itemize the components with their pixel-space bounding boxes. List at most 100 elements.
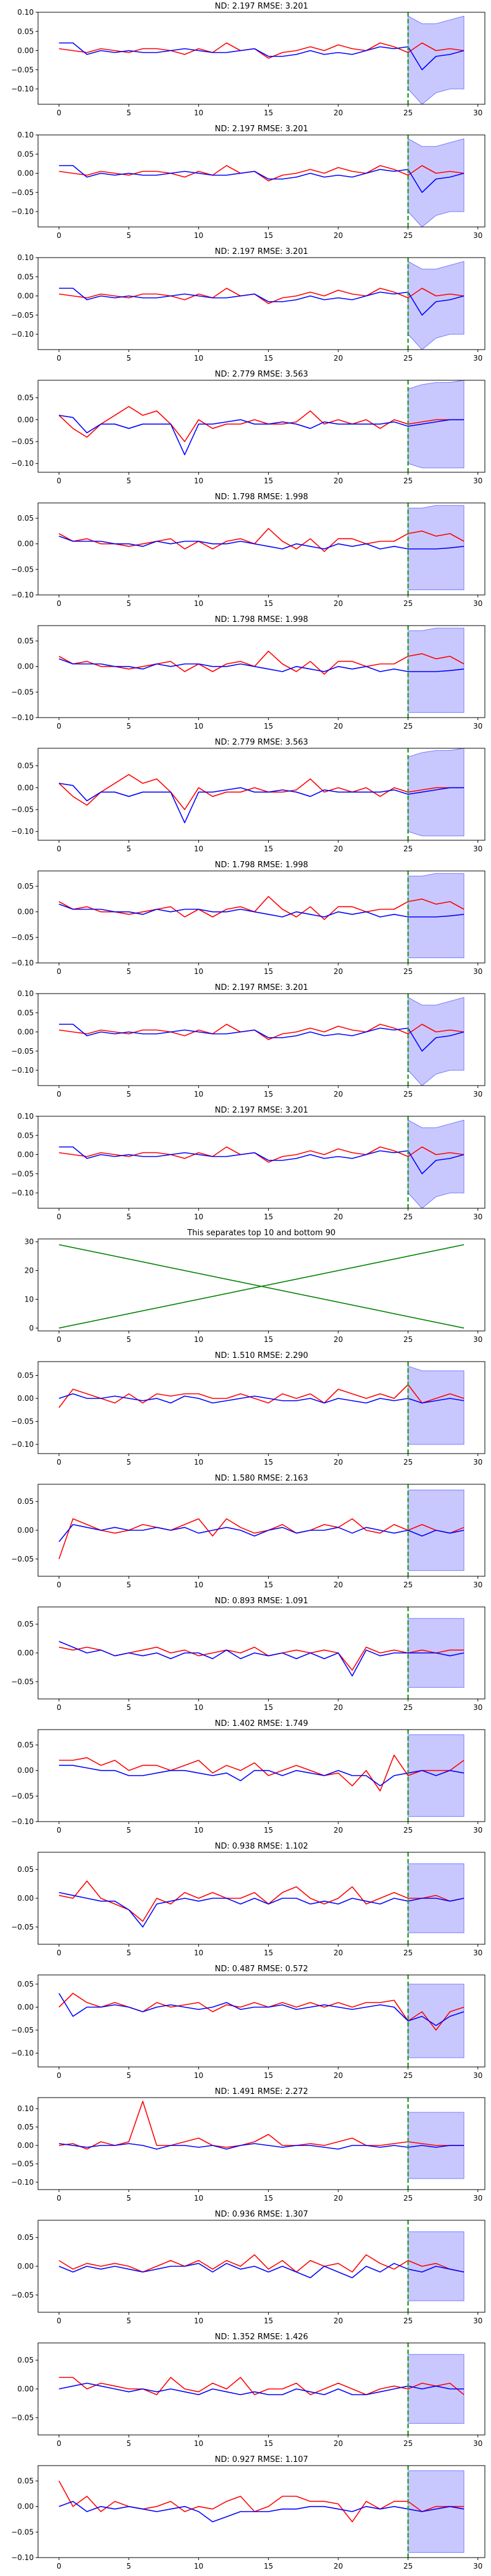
x-tick-label: 20 <box>333 477 342 485</box>
subplot-title: ND: 0.927 RMSE: 1.107 <box>215 2455 308 2464</box>
x-tick-label: 30 <box>473 1826 482 1834</box>
subplot-title: ND: 2.197 RMSE: 3.201 <box>215 1106 308 1115</box>
y-tick-label: 0.00 <box>17 2141 34 2150</box>
x-tick-label: 20 <box>333 599 342 608</box>
y-tick-label: 30 <box>25 1238 34 1246</box>
subplot-18: ND: 1.491 RMSE: 2.272 0 5 10 15 20 25 30 0.10 0.0… <box>11 2087 485 2202</box>
y-tick-label: 0.05 <box>17 1865 34 1874</box>
y-tick-label: 0.05 <box>17 1008 34 1017</box>
x-tick-label: 15 <box>264 1090 273 1098</box>
plot-frame <box>37 748 485 841</box>
series-line-2 <box>58 2263 465 2279</box>
x-tick-label: 30 <box>473 1581 482 1589</box>
confidence-band <box>408 2354 465 2424</box>
series-line-2 <box>58 1393 465 1404</box>
series-line-1 <box>58 1384 465 1408</box>
x-tick-label: 20 <box>333 2071 342 2080</box>
series-line-1 <box>59 2101 464 2150</box>
subplot-title: ND: 2.197 RMSE: 3.201 <box>215 247 308 256</box>
x-tick-label: 5 <box>126 1458 131 1466</box>
y-tick-label: 0.00 <box>17 2262 34 2271</box>
y-tick-label: 0.00 <box>17 2385 34 2393</box>
series-line-2 <box>59 2143 464 2150</box>
x-tick-label: 10 <box>194 2562 203 2570</box>
confidence-band <box>408 627 465 713</box>
plot-frame <box>37 993 485 1086</box>
x-tick-label: 15 <box>264 1826 273 1834</box>
x-tick-label: 0 <box>56 2071 61 2080</box>
x-tick-label: 5 <box>126 722 131 730</box>
subplot-title: ND: 0.487 RMSE: 0.572 <box>215 1965 308 1974</box>
x-tick-label: 25 <box>403 1826 412 1834</box>
subplot-4: ND: 2.779 RMSE: 3.563 0 5 10 15 20 25 30 0.05 0.0… <box>11 370 485 485</box>
series-line-1 <box>59 2377 465 2396</box>
plot-frame <box>37 257 485 350</box>
y-tick-label: −0.05 <box>11 1792 34 1800</box>
subplot-title: ND: 1.580 RMSE: 2.163 <box>215 1474 308 1483</box>
plot-frame <box>37 1238 485 1332</box>
x-tick-label: 30 <box>473 109 482 117</box>
y-tick-label: −0.05 <box>11 1170 34 1178</box>
x-tick-label: 15 <box>264 1949 273 1957</box>
x-tick-label: 0 <box>56 1949 61 1957</box>
plot-frame <box>37 502 485 596</box>
y-tick-label: 0.00 <box>17 783 34 792</box>
x-tick-label: 10 <box>194 1703 203 1712</box>
x-tick-label: 0 <box>56 1090 61 1098</box>
y-tick-label: 0.00 <box>17 1028 34 1037</box>
confidence-band <box>408 380 465 469</box>
x-tick-label: 5 <box>126 1090 131 1098</box>
y-tick-label: 0.05 <box>17 1620 34 1628</box>
subplot-21: ND: 0.927 RMSE: 1.107 0 5 10 15 20 25 30 0.05 0.0… <box>11 2455 485 2570</box>
x-tick-label: 10 <box>194 1090 203 1098</box>
x-tick-label: 10 <box>194 231 203 240</box>
subplot-9: ND: 2.197 RMSE: 3.201 0 5 10 15 20 25 30 0.10 0.0… <box>11 983 485 1098</box>
x-tick-label: 15 <box>264 1335 273 1344</box>
y-tick-label: −0.10 <box>11 959 34 967</box>
y-tick-label: 0.05 <box>17 150 34 158</box>
x-tick-label: 25 <box>403 722 412 730</box>
plot-frame <box>37 2097 485 2190</box>
x-tick-label: 30 <box>473 845 482 853</box>
x-tick-label: 20 <box>333 1703 342 1712</box>
y-tick-label: −0.05 <box>11 66 34 74</box>
x-tick-label: 0 <box>56 109 61 117</box>
series-line-1 <box>58 1993 465 2031</box>
series-line-1 <box>59 1146 464 1163</box>
y-tick-label: 0.05 <box>17 2233 34 2242</box>
x-tick-label: 5 <box>126 2439 131 2448</box>
x-tick-label: 15 <box>264 967 273 976</box>
x-tick-label: 15 <box>264 2071 273 2080</box>
y-tick-label: 0.05 <box>17 1497 34 1506</box>
series-line-2 <box>59 288 465 316</box>
y-tick-label: 0.00 <box>17 662 34 671</box>
subplot-15: ND: 1.402 RMSE: 1.749 0 5 10 15 20 25 30 0.05 0.0… <box>11 1719 485 1834</box>
x-tick-label: 5 <box>126 477 131 485</box>
y-tick-label: 0.00 <box>17 47 34 55</box>
y-tick-label: 0.00 <box>17 1894 34 1903</box>
y-tick-label: −0.10 <box>11 713 34 722</box>
x-tick-label: 0 <box>56 1335 61 1344</box>
y-tick-label: 0.05 <box>17 2356 34 2364</box>
series-line-2 <box>58 1892 465 1928</box>
y-tick-label: −0.05 <box>11 1555 34 1563</box>
x-tick-label: 20 <box>333 2317 342 2325</box>
subplot-17: ND: 0.487 RMSE: 0.572 0 5 10 15 20 25 30 0.05 0.0… <box>11 1965 485 2080</box>
y-tick-label: 0.05 <box>17 514 34 523</box>
x-tick-label: 0 <box>56 1458 61 1466</box>
y-tick-label: 0.05 <box>17 272 34 281</box>
y-tick-label: 0.00 <box>17 1649 34 1657</box>
subplot-title: This separates top 10 and bottom 90 <box>187 1229 335 1238</box>
x-tick-label: 10 <box>194 2317 203 2325</box>
series-line-1 <box>59 288 464 304</box>
x-tick-label: 10 <box>194 354 203 362</box>
y-tick-label: −0.05 <box>11 1923 34 1931</box>
x-tick-label: 30 <box>473 2439 482 2448</box>
x-tick-label: 15 <box>264 109 273 117</box>
subplot-title: ND: 2.197 RMSE: 3.201 <box>215 125 308 134</box>
x-tick-label: 5 <box>126 2562 131 2570</box>
subplot-6: ND: 1.798 RMSE: 1.998 0 5 10 15 20 25 30 0.05 0.0… <box>11 615 485 730</box>
x-tick-label: 0 <box>56 354 61 362</box>
x-tick-label: 5 <box>126 2317 131 2325</box>
